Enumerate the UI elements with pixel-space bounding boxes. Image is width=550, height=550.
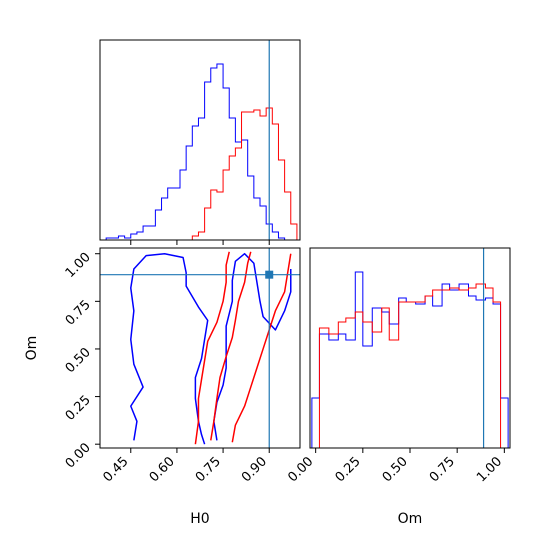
contour-H0-Om-series_a-contour-0 bbox=[130, 252, 209, 445]
hist-Om-x-axis-label: Om bbox=[398, 511, 423, 527]
contour-H0-Om-plot-area bbox=[100, 248, 300, 448]
contour-H0-Om-frame bbox=[99, 247, 301, 449]
contour-H0-Om-series_b-contour-1 bbox=[210, 251, 252, 441]
contour-H0-Om-series_b-contour-0 bbox=[194, 251, 230, 445]
contour-H0-Om-series_b-contour-2 bbox=[231, 253, 292, 443]
hist-Om-series_b-histogram bbox=[311, 283, 509, 448]
hist-H0-series_b-histogram bbox=[186, 107, 298, 240]
hist-H0-plot-area bbox=[100, 40, 298, 240]
contour-H0-Om-x-axis-label: H0 bbox=[190, 511, 209, 527]
hist-Om-plot-area bbox=[311, 248, 509, 448]
contour-H0-Om-y-axis-label: Om bbox=[24, 336, 40, 361]
truth-marker bbox=[265, 270, 274, 279]
hist-H0-series_a-histogram bbox=[100, 63, 286, 240]
contour-H0-Om-series_a-contour-1 bbox=[213, 252, 292, 441]
hist-H0-frame bbox=[99, 39, 301, 241]
